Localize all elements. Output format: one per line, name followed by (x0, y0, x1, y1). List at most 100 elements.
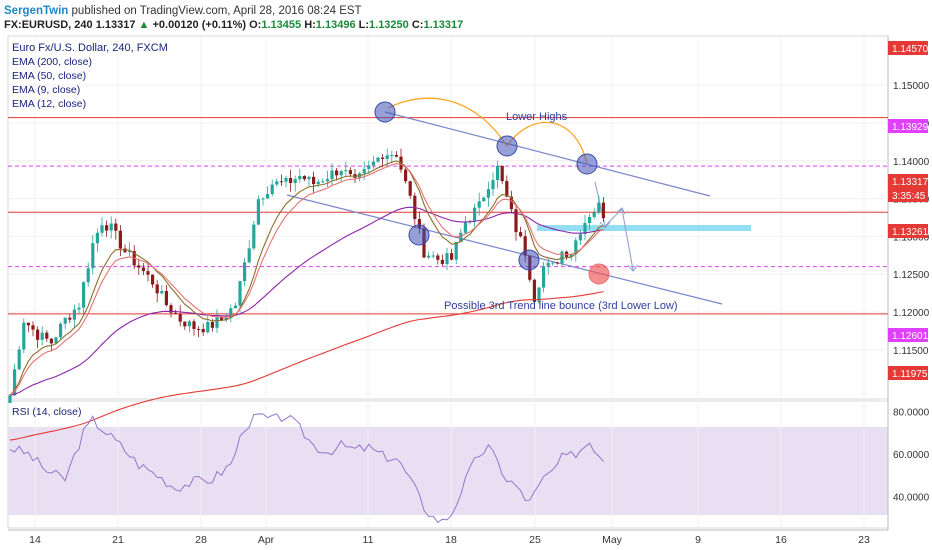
candle-body (408, 181, 412, 196)
candle-body (321, 181, 325, 183)
time-tick-label: 21 (112, 534, 124, 546)
rsi-tick-label: 60.0000 (893, 450, 930, 461)
time-tick-label: Apr (258, 534, 275, 546)
price-tag-label: 1.13929 (892, 122, 929, 133)
candle-body (335, 170, 339, 176)
candle-body (160, 291, 164, 294)
candle-body (376, 157, 380, 162)
candle-body (385, 155, 389, 159)
candle-body (344, 170, 348, 172)
candle-body (270, 184, 274, 194)
time-tick-label: 23 (858, 534, 870, 546)
candle-body (440, 259, 444, 265)
horizontal-levels (8, 117, 888, 315)
candle-body (100, 225, 104, 233)
candle-body (560, 251, 564, 264)
time-axis[interactable]: 14 21 28 Apr 11 18 25 May 9 16 23 (29, 534, 870, 546)
candle-body (477, 201, 481, 208)
lower-high-marker[interactable] (374, 101, 396, 123)
price-tick-label: 1.12500 (893, 270, 930, 281)
ema9-line (9, 160, 604, 396)
price-tag-label: 1.13317 (892, 177, 929, 188)
upper-trendline[interactable] (384, 111, 711, 197)
candle-body (542, 266, 546, 288)
trend-drawings (286, 97, 751, 305)
price-tag-label: 1.11975 (892, 369, 928, 380)
time-tick-label: 18 (445, 534, 457, 546)
close-value: 1.13317 (423, 19, 464, 31)
symbol-bar: FX:EURUSD, 240 1.13317 ▲ +0.00120 (+0.11… (4, 19, 463, 31)
price-tick-label: 1.15000 (893, 81, 930, 92)
ema200-line (9, 291, 604, 441)
time-tick-label: 16 (775, 534, 787, 546)
candle-body (215, 317, 219, 328)
rsi-tick-label: 40.0000 (893, 492, 930, 503)
candle-body (362, 169, 366, 174)
price-tag (888, 41, 928, 55)
candle-body (505, 181, 509, 197)
candle-body (261, 198, 265, 200)
candle-body (279, 181, 283, 183)
lower-trendline[interactable] (286, 194, 723, 305)
candle-body (247, 248, 251, 263)
candle-body (592, 212, 596, 217)
legend-ema12: EMA (12, close) (12, 98, 86, 110)
pivot-markers (374, 101, 610, 285)
time-tick-label: 9 (695, 534, 701, 546)
candle-body (45, 332, 49, 339)
candle-body (155, 284, 159, 294)
lower-low-marker[interactable] (518, 249, 540, 271)
candles (8, 148, 605, 403)
projected-low-marker[interactable] (588, 263, 610, 285)
candle-body (436, 255, 440, 260)
candle-body (496, 165, 500, 181)
candle-body (128, 251, 132, 253)
candle-body (68, 317, 72, 320)
lower-high-marker[interactable] (496, 135, 518, 157)
candle-body (22, 322, 26, 350)
legend: Euro Fx/U.S. Dollar, 240, FXCM EMA (200,… (12, 42, 168, 110)
candle-body (17, 349, 21, 370)
candle-body (243, 262, 247, 282)
candle-body (339, 171, 343, 176)
candle-body (91, 243, 95, 269)
support-zone[interactable] (537, 225, 751, 231)
candle-body (63, 317, 67, 324)
candle-body (284, 177, 288, 182)
low-value: 1.13250 (369, 19, 409, 31)
main-pane (7, 35, 889, 400)
candle-body (95, 232, 99, 244)
candle-body (427, 255, 431, 258)
candle-body (118, 230, 122, 249)
open-label: O: (249, 19, 262, 31)
price-tag (888, 119, 928, 133)
price-tag (888, 328, 928, 342)
candle-body (233, 305, 237, 309)
candle-body (13, 369, 17, 396)
lower-high-marker[interactable] (576, 153, 598, 175)
publish-header: SergenTwin published on TradingView.com,… (4, 5, 362, 17)
candle-body (473, 207, 477, 221)
candle-body (431, 255, 435, 257)
candle-body (275, 181, 279, 185)
candle-body (601, 202, 605, 219)
time-tick-label: 28 (195, 534, 207, 546)
ema-lines (9, 160, 604, 441)
candle-body (151, 274, 155, 285)
lower-low-marker[interactable] (408, 224, 430, 246)
candle-body (450, 253, 454, 260)
price-tick-label: 1.12000 (893, 308, 930, 319)
candle-body (404, 169, 408, 182)
close-label: C: (411, 19, 424, 31)
candle-body (8, 395, 12, 403)
candle-body (454, 241, 458, 260)
candle-body (514, 209, 518, 233)
candle-body (146, 271, 150, 275)
candle-body (509, 196, 513, 210)
rsi-axis: 80.0000 60.0000 40.0000 (893, 408, 930, 504)
candle-body (86, 268, 90, 283)
high-arc-2 (506, 121, 588, 165)
author-link[interactable]: SergenTwin (4, 5, 69, 17)
candle-body (206, 321, 210, 333)
